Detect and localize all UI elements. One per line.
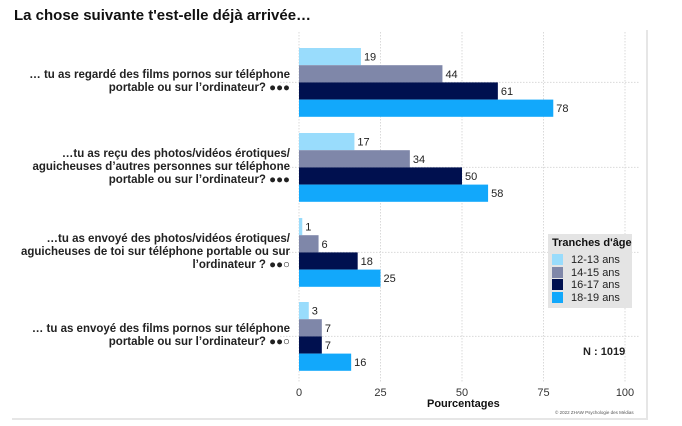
copyright-credit: © 2022 ZHAW Psychologie des Médias <box>555 410 634 415</box>
bar <box>299 167 462 185</box>
chart-frame <box>12 30 648 420</box>
legend-swatch <box>552 254 563 265</box>
legend-item: 12-13 ans <box>552 254 620 266</box>
bar-value-label: 78 <box>556 103 568 115</box>
bar <box>299 133 355 151</box>
x-tick-label: 75 <box>537 387 549 399</box>
category-label: … tu as envoyé des films pornos sur télé… <box>31 323 290 349</box>
legend-item: 18-19 ans <box>552 291 620 304</box>
bar-value-label: 6 <box>322 239 328 251</box>
bar <box>299 48 361 66</box>
bar <box>299 150 410 168</box>
bar <box>299 65 443 83</box>
bar-value-label: 44 <box>445 69 457 81</box>
bar <box>299 302 309 320</box>
bar-value-label: 17 <box>357 137 369 149</box>
legend-swatch <box>552 266 563 278</box>
x-tick-label: 25 <box>374 387 386 399</box>
bar <box>299 99 554 117</box>
legend-item: 16-17 ans <box>552 279 620 291</box>
bar-value-label: 50 <box>465 171 477 183</box>
legend-item: 14-15 ans <box>552 266 620 279</box>
bar <box>299 353 352 371</box>
legend: Tranches d'âge 12-13 ans 14-15 ans 16-17 a… <box>548 234 632 308</box>
legend-label: 16-17 ans <box>571 279 620 291</box>
legend-swatch <box>552 279 563 290</box>
legend-title: Tranches d'âge <box>552 237 632 249</box>
category-label: …tu as reçu des photos/vidéos érotiques/… <box>32 147 290 186</box>
bar-value-label: 18 <box>361 256 373 268</box>
chart-title: La chose suivante t'est-elle déjà arrivé… <box>14 7 312 24</box>
bar-value-label: 7 <box>325 340 331 352</box>
bar <box>299 184 489 202</box>
bar <box>299 336 322 354</box>
legend-label: 14-15 ans <box>571 266 620 279</box>
x-tick-label: 100 <box>616 387 634 399</box>
sample-size-label: N : 1019 <box>583 346 626 358</box>
x-tick-label: 50 <box>456 387 468 399</box>
bar <box>299 319 322 337</box>
legend-label: 12-13 ans <box>571 254 620 266</box>
bar-value-label: 58 <box>491 188 503 200</box>
bar <box>299 82 498 100</box>
bar-value-label: 1 <box>305 222 311 234</box>
category-label: … tu as regardé des films pornos sur tél… <box>29 69 290 95</box>
bar <box>299 269 381 287</box>
bar-value-label: 19 <box>364 52 376 64</box>
bar-value-label: 16 <box>354 357 366 369</box>
bar-value-label: 61 <box>501 86 513 98</box>
bar-value-label: 7 <box>325 323 331 335</box>
x-tick-label: 0 <box>296 387 302 399</box>
bar-value-label: 25 <box>384 273 396 285</box>
legend-swatch <box>552 291 563 303</box>
bar <box>299 252 358 270</box>
legend-label: 18-19 ans <box>571 291 620 304</box>
bar-value-label: 34 <box>413 154 425 166</box>
bar <box>299 218 303 236</box>
category-label: …tu as envoyé des photos/vidéos érotique… <box>20 232 290 271</box>
x-axis-label: Pourcentages <box>427 398 500 410</box>
bar-value-label: 3 <box>312 306 318 318</box>
bar <box>299 235 319 253</box>
